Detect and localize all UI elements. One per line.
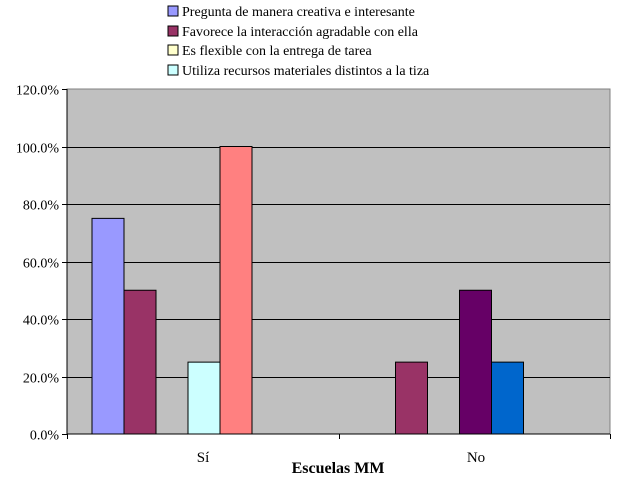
legend-swatch-3 [167, 64, 179, 76]
y-tick-label: 120.0% [16, 84, 60, 99]
bar-no-4 [491, 361, 524, 435]
y-tick-label: 40.0% [23, 314, 60, 329]
bar-si-4 [219, 146, 253, 435]
legend-label-2: Es flexible con la entrega de tarea [182, 44, 372, 59]
category-label-si: Sí [197, 450, 210, 466]
y-axis-ticks: 0.0% 20.0% 40.0% 60.0% 80.0% 100.0% 120.0% [16, 84, 67, 444]
bar-si-3 [187, 361, 221, 435]
y-tick-label: 100.0% [16, 142, 60, 157]
legend-swatch-2 [167, 44, 179, 56]
legend-label-3: Utiliza recursos materiales distintos a … [182, 64, 430, 79]
legend-label-0: Pregunta de manera creativa e interesant… [182, 5, 415, 20]
bar-no-1 [395, 361, 428, 435]
bar-si-1 [123, 289, 157, 435]
category-label-no: No [467, 450, 485, 466]
x-axis-ticks [67, 434, 611, 439]
bars [91, 146, 524, 435]
legend-swatch-1 [167, 25, 179, 37]
y-tick-label: 60.0% [23, 257, 60, 272]
bar-no-3 [459, 289, 492, 435]
legend: Pregunta de manera creativa e interesant… [167, 5, 430, 79]
x-axis-title: Escuelas MM [292, 460, 385, 477]
legend-label-1: Favorece la interacción agradable con el… [182, 25, 419, 40]
legend-swatch-0 [167, 5, 179, 17]
bar-si-0 [91, 217, 125, 435]
y-tick-label: 20.0% [23, 372, 60, 387]
y-tick-label: 0.0% [30, 429, 60, 444]
y-tick-label: 80.0% [23, 199, 60, 214]
